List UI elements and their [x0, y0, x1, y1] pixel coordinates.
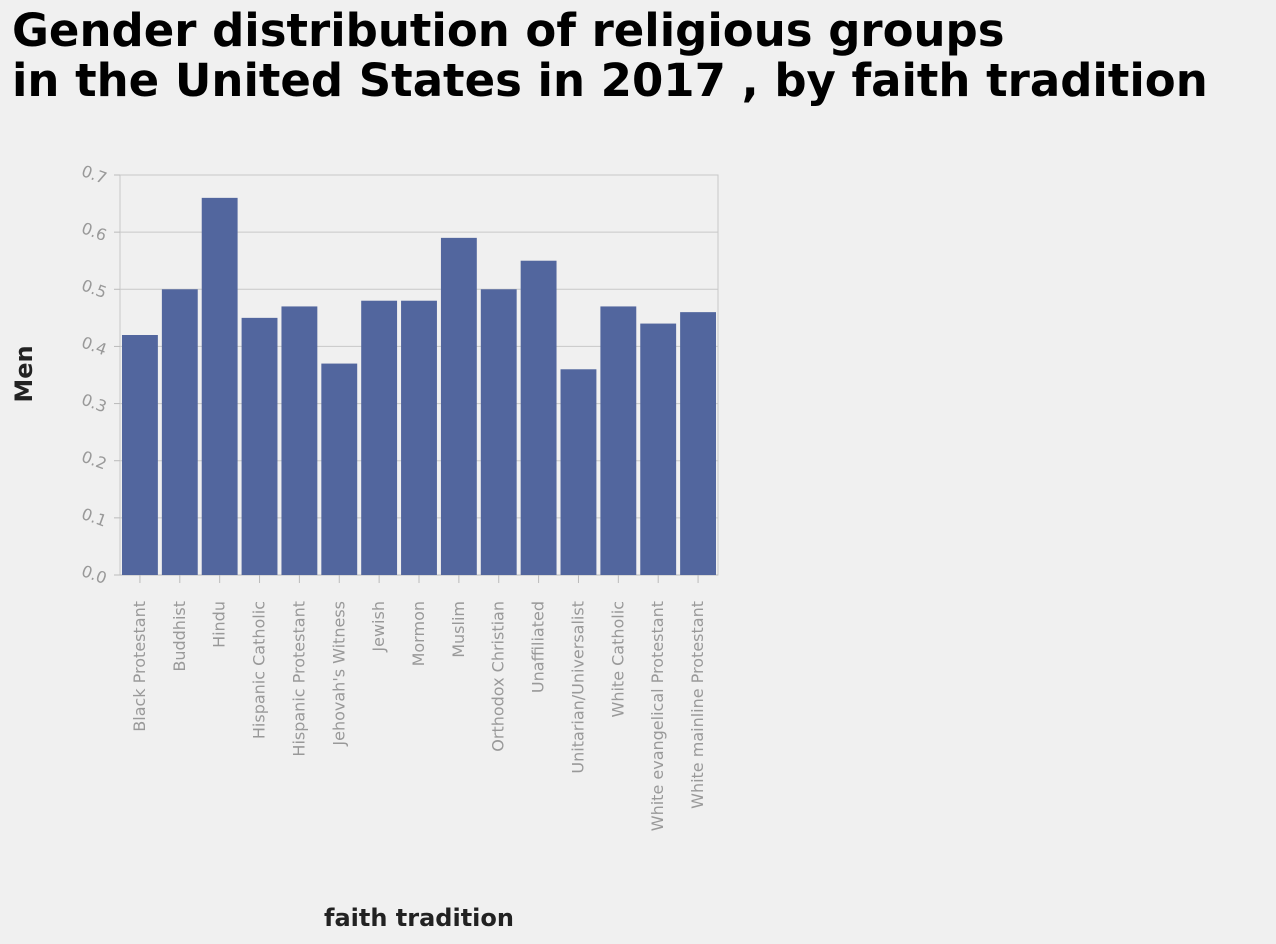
- x-tick-label: Hispanic Protestant: [289, 601, 308, 757]
- y-tick-label: 0.7: [79, 161, 109, 188]
- x-tick-label: White Catholic: [608, 601, 627, 717]
- bar: [361, 300, 398, 575]
- x-tick-label: Muslim: [449, 601, 468, 658]
- bar: [161, 289, 198, 575]
- bar: [680, 312, 716, 575]
- x-tick-label: Unaffiliated: [529, 601, 548, 693]
- y-tick-label: 0.6: [79, 218, 109, 245]
- x-tick-label: Jewish: [369, 601, 388, 653]
- x-tick-label: Mormon: [409, 601, 428, 666]
- bar: [281, 306, 318, 575]
- x-tick-label: Jehovah's Witness: [329, 601, 348, 747]
- y-tick-label: 0.3: [79, 390, 109, 417]
- x-tick-label: White mainline Protestant: [688, 601, 707, 809]
- x-tick-label: Hispanic Catholic: [250, 601, 269, 739]
- bar: [321, 363, 358, 575]
- bar: [560, 369, 597, 575]
- x-axis-label: faith tradition: [324, 904, 514, 932]
- bar: [241, 317, 278, 575]
- x-tick-label: Buddhist: [170, 601, 189, 672]
- chart-title-line-2: in the United States in 2017 , by faith …: [12, 54, 1208, 107]
- y-tick-label: 0.5: [79, 276, 109, 303]
- bar: [480, 289, 517, 575]
- y-tick-label: 0.1: [79, 504, 109, 531]
- x-tick-label: Black Protestant: [130, 601, 149, 732]
- chart-title-line-1: Gender distribution of religious groups: [12, 4, 1005, 57]
- x-tick-label: White evangelical Protestant: [648, 601, 667, 831]
- bar: [640, 323, 677, 575]
- y-tick-label: 0.2: [79, 447, 109, 474]
- bar: [201, 197, 238, 575]
- x-tick-label: Orthodox Christian: [489, 601, 508, 752]
- x-tick-label: Unitarian/Universalist: [568, 601, 587, 774]
- bar: [600, 306, 637, 575]
- y-tick-label: 0.0: [79, 561, 109, 588]
- bar: [520, 260, 557, 575]
- x-tick-label: Hindu: [210, 601, 229, 648]
- bar: [122, 335, 158, 575]
- bar: [401, 300, 437, 575]
- chart-title: Gender distribution of religious groups …: [12, 6, 1208, 106]
- bar: [440, 237, 477, 575]
- y-tick-label: 0.4: [79, 333, 109, 360]
